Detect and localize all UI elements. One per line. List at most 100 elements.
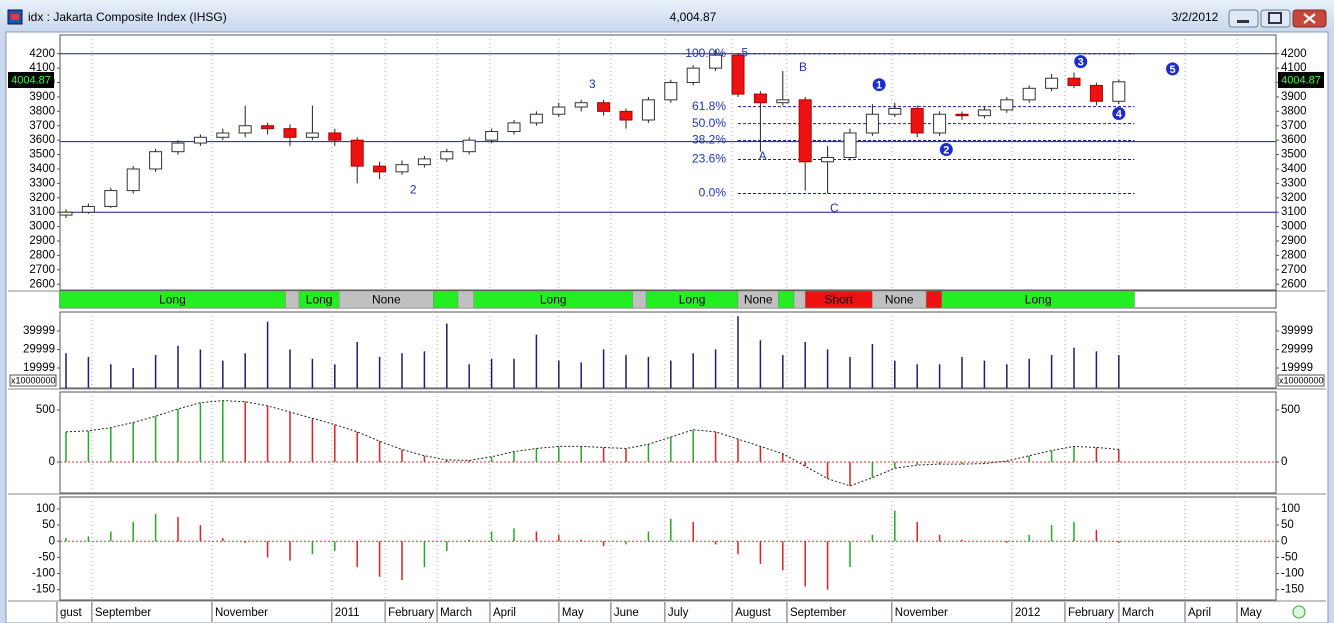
signal-segment [778,290,795,309]
signal-label: None [744,293,773,307]
wave-label: 3 [1078,57,1084,69]
y-tick-label-left: -100 [32,568,55,580]
x-tick-label: August [735,607,772,619]
y-tick-label-left: 2600 [29,278,55,290]
y-tick-label-left: 3700 [29,120,55,132]
y-tick-label-right: 2900 [1281,235,1307,247]
candle-body [395,164,409,173]
last-value: 4004.87 [11,74,51,86]
signal-label: Long [540,293,567,307]
candle-body [933,113,947,134]
candle-body [1000,99,1014,111]
candle-body [104,190,118,207]
y-tick-label-left: 3600 [29,134,55,146]
candle-body [417,158,431,166]
candle-body [753,93,767,104]
signal-segment [433,290,459,309]
y-tick-label-left: 0 [49,535,55,547]
candle-body [1022,87,1036,101]
x-tick-label: February [388,607,434,619]
signal-segment [285,290,300,309]
x-tick-label: September [95,607,151,619]
y-tick-label-left: 3100 [29,206,55,218]
candle-body [776,99,790,104]
candle-body [955,113,969,117]
y-tick-label-right: 3200 [1281,192,1307,204]
candle-body [149,151,163,170]
x-tick-label: June [614,607,639,619]
y-tick-label-left: -50 [38,551,55,563]
y-tick-label-left: 29999 [23,344,55,356]
wave-label: 5 [741,45,748,59]
y-tick-label-left: 100 [36,503,55,515]
candle-body [193,136,207,144]
x-tick-label: gust [60,607,83,619]
candle-body [238,125,252,134]
candle-body [686,67,700,84]
y-tick-label-left: 3500 [29,149,55,161]
candle-body [529,113,543,124]
candle-body [597,102,611,112]
status-icon[interactable] [1292,605,1306,619]
candle-body [171,142,185,153]
candle-body [261,125,275,130]
y-tick-label-right: 3000 [1281,221,1307,233]
candle-body [328,132,342,141]
wave-label: 4 [1116,108,1123,120]
unit-box [9,374,57,387]
wave-label: 5 [1169,64,1175,76]
y-tick-label-right: 39999 [1281,325,1313,337]
candle-body [731,54,745,95]
minimize-glyph [1237,20,1249,23]
maximize-glyph [1268,12,1282,24]
y-tick-label-left: 2800 [29,249,55,261]
y-tick-label-left: 3300 [29,177,55,189]
y-tick-label-left: 2700 [29,264,55,276]
wave-marker [1074,55,1088,69]
y-tick-label-right: 50 [1281,519,1294,531]
candle-body [619,110,633,121]
y-tick-label-left: 3400 [29,163,55,175]
date: 3/2/2012 [1172,10,1219,24]
y-tick-label-right: 500 [1281,404,1300,416]
panel-frame [59,496,1277,601]
x-tick-label: February [1068,607,1114,619]
x-tick-label: November [895,607,948,619]
candle-body [1067,77,1081,86]
signal-label: None [372,293,401,307]
candle-body [440,151,454,160]
y-tick-label-left: -150 [32,584,55,596]
wave-marker [1166,62,1180,76]
y-tick-label-right: 19999 [1281,362,1313,374]
last-value: 4004.87 [1281,74,1321,86]
y-tick-label-left: 4200 [29,48,55,60]
y-tick-label-right: 4100 [1281,62,1307,74]
minimize-button[interactable] [1228,9,1259,28]
signal-segment [793,290,806,309]
unit-box [1277,374,1325,387]
y-tick-label-left: 3200 [29,192,55,204]
candle-body [283,128,297,138]
y-tick-label-right: 3400 [1281,163,1307,175]
candle-body [81,205,95,213]
wave-marker [872,78,886,92]
signal-label: Long [1025,293,1052,307]
y-tick-label-left: 50 [42,519,55,531]
signal-segment [925,290,943,309]
wave-label: 1 [876,80,882,92]
macd-line [65,400,1119,487]
signal-label: Short [824,293,853,307]
candle-body [350,139,364,167]
panel-frame [59,391,1277,494]
signal-label: Long [159,293,186,307]
y-tick-label-right: 0 [1281,456,1287,468]
candle-body [462,139,476,153]
x-tick-label: 2012 [1015,607,1041,619]
candle-body [910,107,924,134]
y-tick-label-right: 29999 [1281,344,1313,356]
signal-label: Long [679,293,706,307]
x-tick-label: 2011 [335,607,360,619]
candle-body [305,132,319,138]
candle-body [485,131,499,141]
x-tick-label: April [1188,607,1211,619]
